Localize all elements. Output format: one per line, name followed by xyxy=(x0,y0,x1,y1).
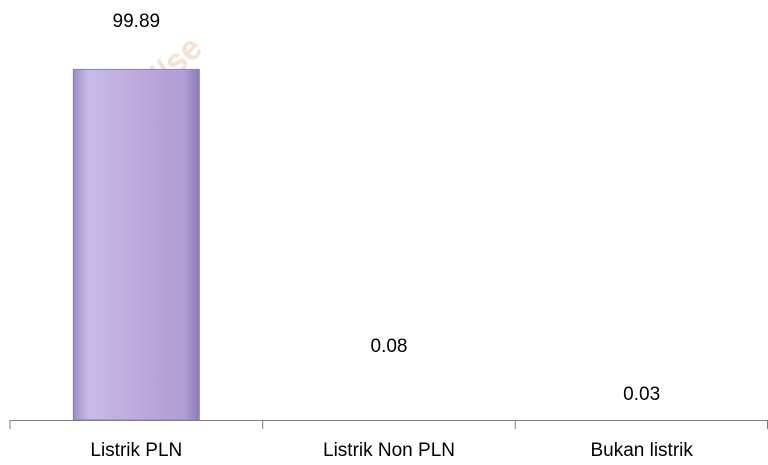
category-labels-group: Listrik PLN Listrik Non PLN Bukan listrik xyxy=(90,440,693,461)
data-label: 0.08 xyxy=(371,336,408,357)
bars-group xyxy=(72,68,200,421)
x-axis-ticks-group xyxy=(9,420,768,429)
data-label: 99.89 xyxy=(113,11,161,32)
x-tick-label: Listrik Non PLN xyxy=(323,440,455,461)
x-tick-label: Listrik PLN xyxy=(90,440,182,461)
value-labels-group: 99.89 0.08 0.03 xyxy=(113,11,661,405)
x-tick-label: Bukan listrik xyxy=(590,440,693,461)
bar-listrik-pln xyxy=(72,68,200,421)
data-label: 0.03 xyxy=(623,384,660,405)
